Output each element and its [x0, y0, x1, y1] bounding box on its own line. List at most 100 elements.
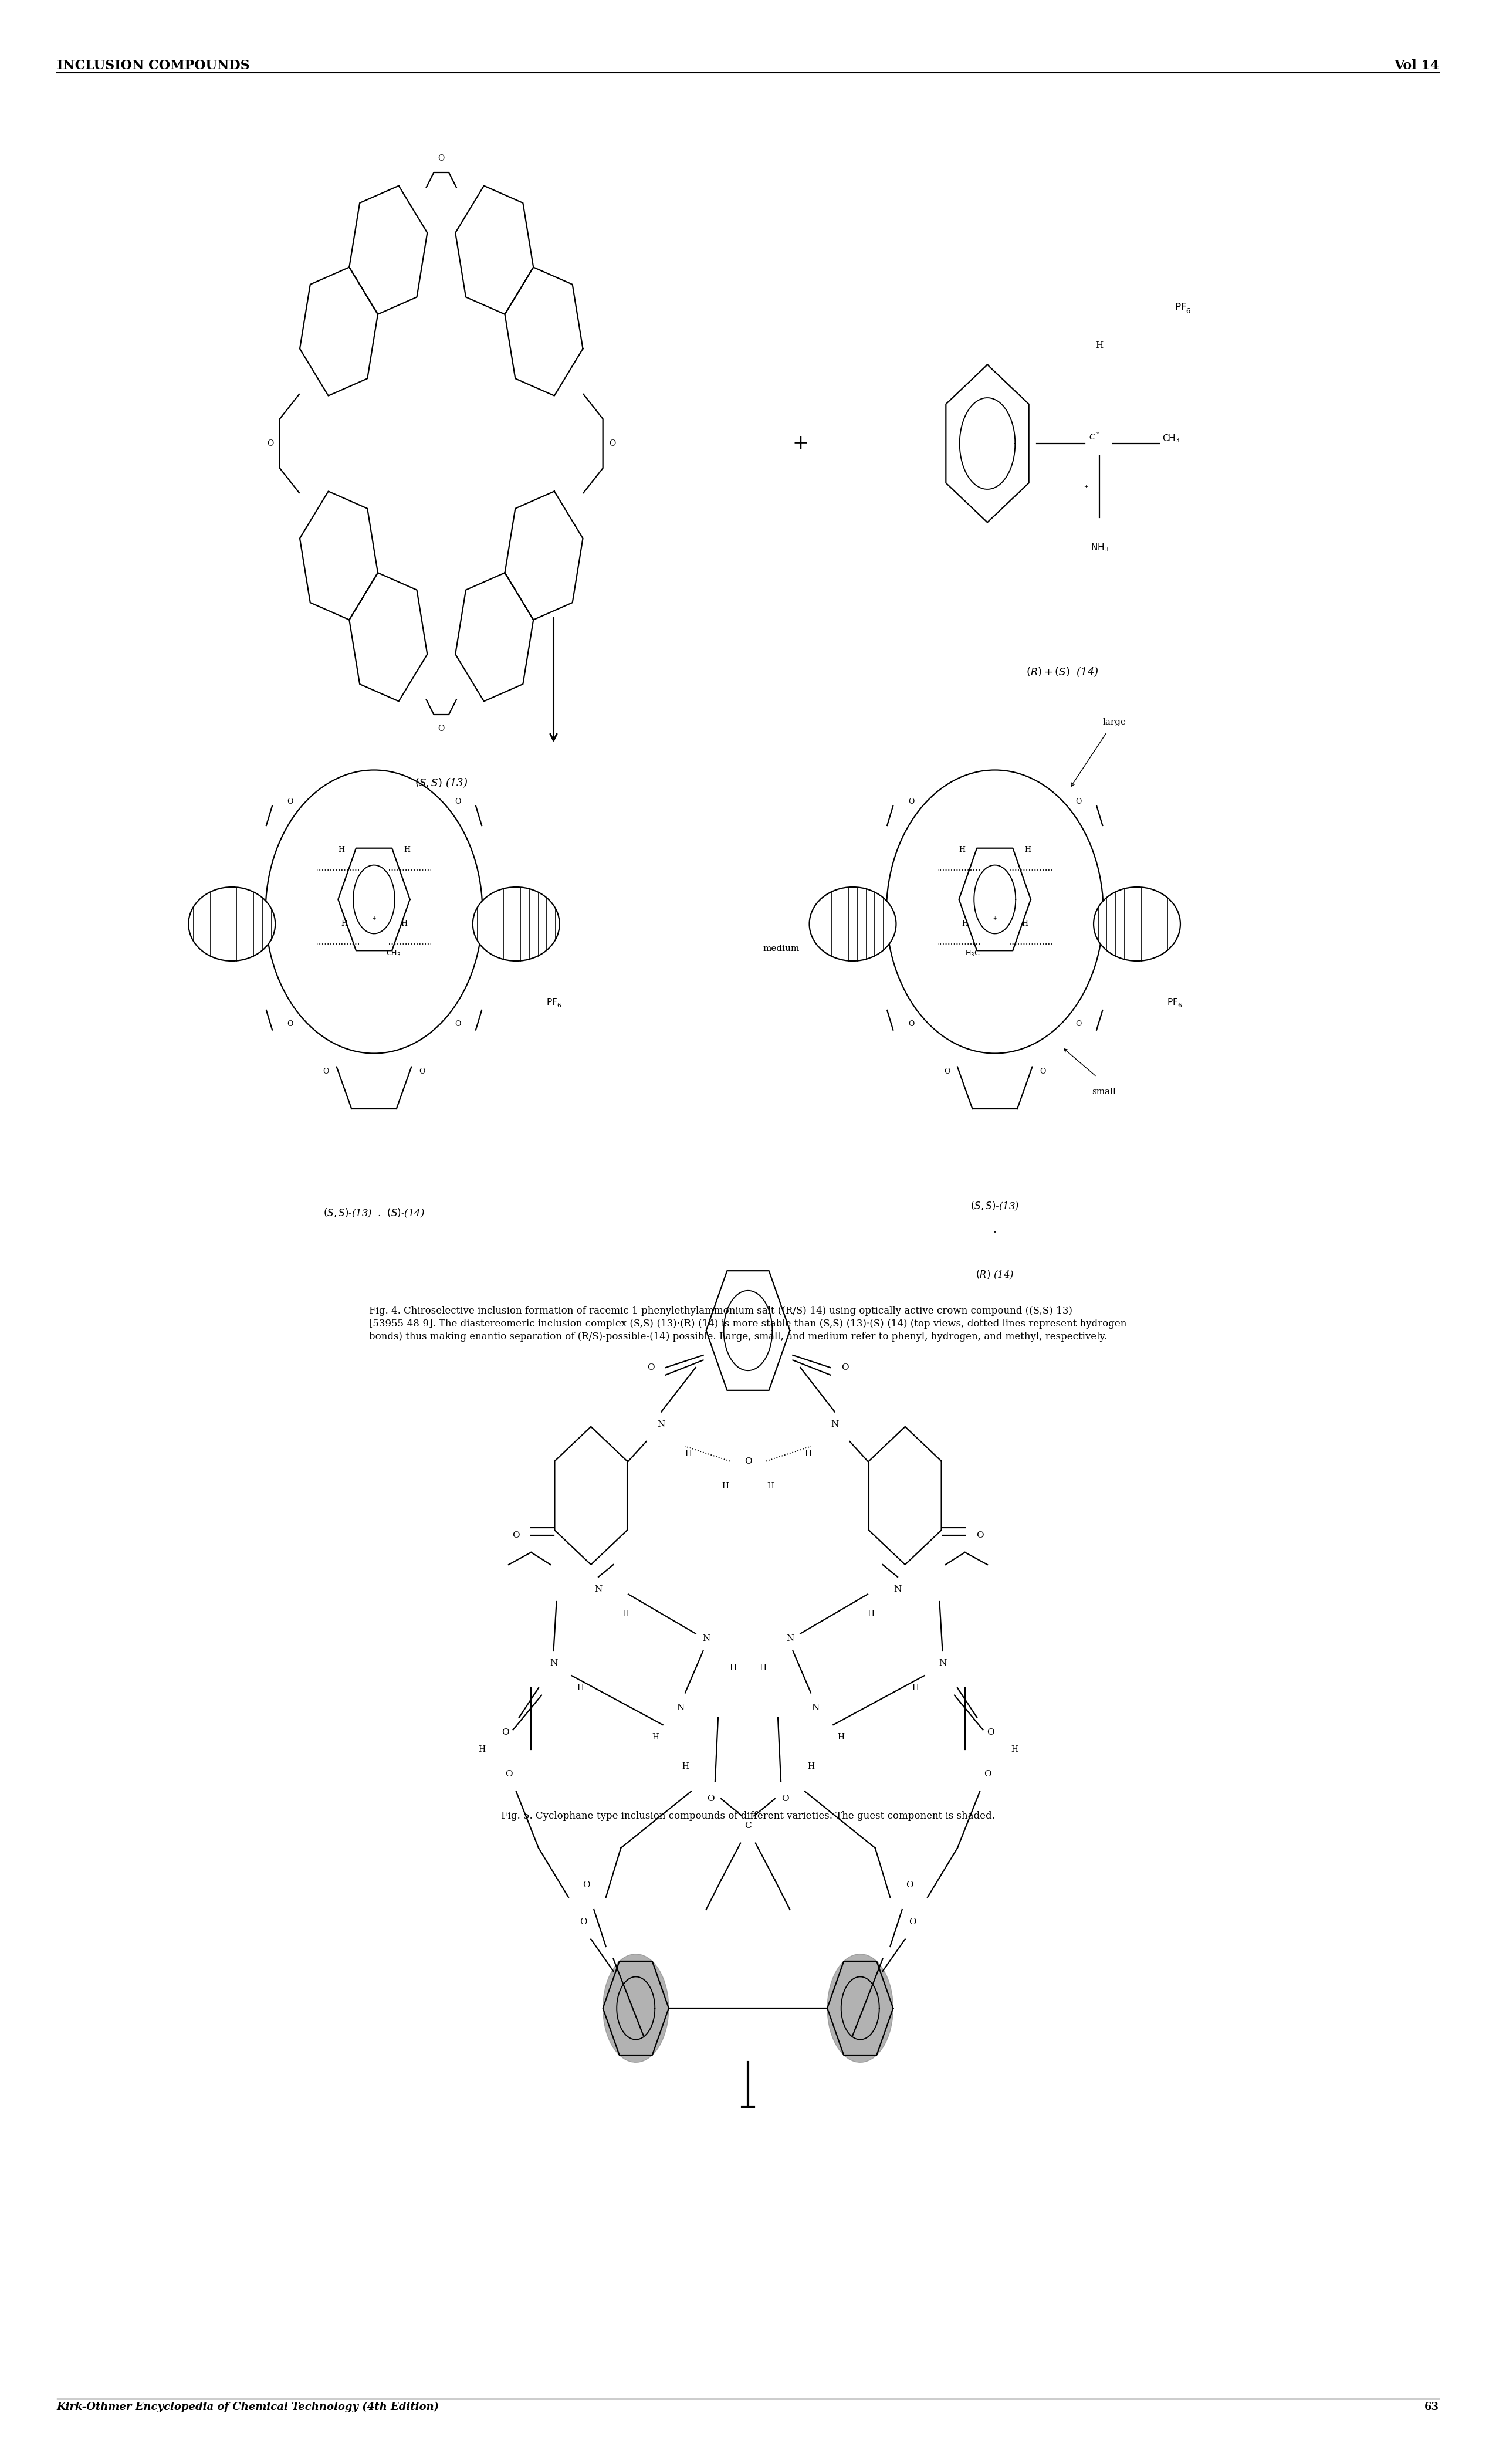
Text: H: H: [341, 919, 347, 929]
Text: O: O: [323, 1067, 329, 1077]
Text: O: O: [455, 798, 461, 806]
Text: Kirk-Othmer Encyclopedia of Chemical Technology (4th Edition): Kirk-Othmer Encyclopedia of Chemical Tec…: [57, 2402, 440, 2412]
Text: H: H: [1095, 342, 1104, 350]
Text: O: O: [268, 439, 274, 448]
Text: ·: ·: [993, 1227, 996, 1237]
Text: O: O: [419, 1067, 425, 1077]
Text: $\mathrm{H_3C}$: $\mathrm{H_3C}$: [965, 949, 980, 958]
Text: O: O: [842, 1363, 848, 1372]
Text: H: H: [962, 919, 968, 929]
Text: $(S, S)$-(13)  .  $(S)$-(14): $(S, S)$-(13) . $(S)$-(14): [323, 1207, 425, 1220]
Text: H: H: [913, 1683, 919, 1693]
Text: O: O: [503, 1727, 509, 1737]
Text: O: O: [907, 1880, 913, 1890]
Text: +: +: [793, 434, 808, 453]
Text: O: O: [782, 1794, 788, 1804]
Text: O: O: [944, 1067, 950, 1077]
Polygon shape: [603, 1954, 669, 2062]
Text: $^+$: $^+$: [1083, 483, 1089, 493]
Text: C: C: [745, 1821, 751, 1831]
Text: O: O: [977, 1530, 983, 1540]
Text: O: O: [1076, 798, 1082, 806]
Text: H: H: [805, 1449, 811, 1459]
Text: $\mathrm{NH_3}$: $\mathrm{NH_3}$: [1091, 542, 1109, 552]
Text: O: O: [455, 1020, 461, 1027]
Text: H: H: [685, 1449, 691, 1459]
Text: $\mathrm{PF_6^-}$: $\mathrm{PF_6^-}$: [1174, 301, 1194, 315]
Text: H: H: [404, 845, 410, 855]
Text: O: O: [287, 1020, 293, 1027]
Text: O: O: [984, 1769, 990, 1779]
Text: O: O: [908, 1020, 914, 1027]
Polygon shape: [827, 1954, 893, 2062]
Text: O: O: [1040, 1067, 1046, 1077]
Ellipse shape: [188, 887, 275, 961]
Text: $\mathrm{PF_6^-}$: $\mathrm{PF_6^-}$: [1167, 998, 1185, 1008]
Text: O: O: [580, 1917, 586, 1927]
Text: H: H: [338, 845, 344, 855]
Text: $^+$: $^+$: [992, 917, 998, 922]
Text: N: N: [657, 1419, 666, 1429]
Text: H: H: [760, 1663, 766, 1673]
Text: H: H: [479, 1745, 485, 1754]
Ellipse shape: [473, 887, 560, 961]
Text: O: O: [708, 1794, 714, 1804]
Text: Fig. 5. Cyclophane-type inclusion compounds of different varieties. The guest co: Fig. 5. Cyclophane-type inclusion compou…: [501, 1811, 995, 1821]
Text: medium: medium: [763, 944, 799, 954]
Text: N: N: [785, 1634, 794, 1643]
Text: $(R) + (S)$  (14): $(R) + (S)$ (14): [1026, 665, 1098, 678]
Text: H: H: [577, 1683, 583, 1693]
Text: $\mathrm{PF_6^-}$: $\mathrm{PF_6^-}$: [546, 998, 564, 1008]
Text: H: H: [682, 1762, 688, 1772]
Text: H: H: [1022, 919, 1028, 929]
Text: O: O: [438, 155, 444, 163]
Text: H: H: [767, 1481, 773, 1491]
Text: H: H: [808, 1762, 814, 1772]
Text: O: O: [583, 1880, 589, 1890]
Text: 63: 63: [1424, 2402, 1439, 2412]
Text: H: H: [723, 1481, 729, 1491]
Text: H: H: [622, 1609, 628, 1619]
Text: large: large: [1103, 717, 1126, 727]
Text: O: O: [609, 439, 615, 448]
Text: $^+$: $^+$: [371, 917, 377, 922]
Text: N: N: [811, 1703, 820, 1712]
Text: N: N: [549, 1658, 558, 1668]
Text: $C^*$: $C^*$: [1089, 431, 1100, 441]
Text: $(S, S)$-(13): $(S, S)$-(13): [971, 1200, 1019, 1212]
Text: H: H: [730, 1663, 736, 1673]
Text: H: H: [1025, 845, 1031, 855]
Text: H: H: [959, 845, 965, 855]
Text: H: H: [868, 1609, 874, 1619]
Text: N: N: [594, 1584, 603, 1594]
Text: O: O: [648, 1363, 654, 1372]
Ellipse shape: [809, 887, 896, 961]
Text: N: N: [830, 1419, 839, 1429]
Text: $(S, S)$-(13): $(S, S)$-(13): [414, 776, 468, 788]
Text: $(R)$-(14): $(R)$-(14): [975, 1269, 1014, 1281]
Text: O: O: [513, 1530, 519, 1540]
Text: H: H: [838, 1732, 844, 1742]
Text: O: O: [910, 1917, 916, 1927]
Text: O: O: [987, 1727, 993, 1737]
Text: H: H: [652, 1732, 658, 1742]
Text: O: O: [1076, 1020, 1082, 1027]
Ellipse shape: [1094, 887, 1180, 961]
Text: N: N: [938, 1658, 947, 1668]
Text: small: small: [1092, 1087, 1116, 1096]
Text: O: O: [287, 798, 293, 806]
Text: Vol 14: Vol 14: [1394, 59, 1439, 71]
Text: N: N: [702, 1634, 711, 1643]
Text: Fig. 4. Chiroselective inclusion formation of racemic 1-phenylethylammonium salt: Fig. 4. Chiroselective inclusion formati…: [370, 1306, 1126, 1343]
Text: O: O: [506, 1769, 512, 1779]
Text: O: O: [908, 798, 914, 806]
Text: N: N: [676, 1703, 685, 1712]
Text: H: H: [401, 919, 407, 929]
Text: H: H: [1011, 1745, 1017, 1754]
Text: O: O: [745, 1456, 751, 1466]
Text: $\mathrm{CH_3}$: $\mathrm{CH_3}$: [1162, 434, 1180, 444]
Text: $\mathrm{CH_3}$: $\mathrm{CH_3}$: [386, 949, 401, 958]
Text: INCLUSION COMPOUNDS: INCLUSION COMPOUNDS: [57, 59, 250, 71]
Text: N: N: [893, 1584, 902, 1594]
Text: O: O: [438, 724, 444, 732]
